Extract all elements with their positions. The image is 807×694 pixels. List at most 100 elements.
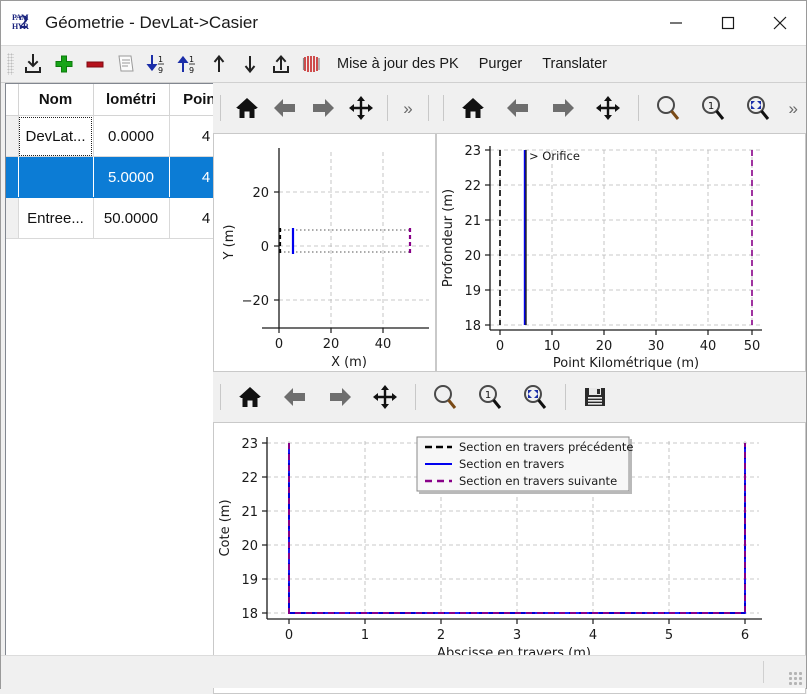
- row-header[interactable]: [6, 115, 19, 157]
- pan-move-icon[interactable]: [363, 375, 408, 419]
- toolbar-overflow-icon[interactable]: »: [403, 98, 413, 118]
- svg-text:18: 18: [241, 607, 258, 622]
- pamhyr2-logo-icon: PAM HYR 2: [12, 12, 29, 33]
- forward-arrow-icon[interactable]: [304, 86, 342, 130]
- cell-pk[interactable]: 5.0000: [93, 156, 170, 198]
- row-header[interactable]: [6, 156, 19, 198]
- top-plots-row: »: [212, 83, 806, 372]
- toolbar-overflow-icon[interactable]: »: [788, 98, 798, 118]
- cross-section-toolbar: 1: [212, 372, 806, 422]
- plan-view-toolbar: »: [212, 83, 436, 133]
- corner-header[interactable]: [6, 84, 19, 116]
- profile-ylabel: Profondeur (m): [441, 189, 456, 287]
- svg-text:30: 30: [647, 339, 664, 354]
- svg-text:1: 1: [158, 55, 163, 64]
- svg-text:18: 18: [464, 319, 481, 334]
- minimize-button[interactable]: [650, 1, 702, 45]
- column-header-nom[interactable]: Nom: [18, 84, 94, 116]
- cross-section-panel: 1: [212, 372, 806, 694]
- svg-text:19: 19: [241, 573, 258, 588]
- table-row[interactable]: 5.0000 4: [6, 156, 243, 198]
- cross-ylabel: Cote (m): [218, 499, 233, 556]
- zoom-search-icon[interactable]: [423, 375, 468, 419]
- legend-label-previous: Section en travers précédente: [459, 440, 633, 454]
- table-row[interactable]: Entree... 50.0000 4: [6, 197, 243, 239]
- svg-text:20: 20: [241, 539, 258, 554]
- edit-document-icon[interactable]: [110, 49, 141, 79]
- svg-text:20: 20: [322, 337, 339, 352]
- svg-text:22: 22: [241, 471, 258, 486]
- svg-text:50: 50: [743, 339, 760, 354]
- svg-text:9: 9: [158, 66, 163, 75]
- svg-text:40: 40: [374, 337, 391, 352]
- home-icon[interactable]: [227, 86, 265, 130]
- cross-section-plot[interactable]: 23 22 21 20 19 18 0 1 2 3 4 5 6 Abscisse…: [212, 422, 806, 694]
- back-arrow-icon[interactable]: [496, 86, 541, 130]
- svg-text:10: 10: [543, 339, 560, 354]
- zoom-one-icon[interactable]: 1: [691, 86, 736, 130]
- cell-pk[interactable]: 0.0000: [93, 115, 170, 157]
- sort-descending-icon[interactable]: 1 9: [141, 49, 172, 79]
- save-floppy-icon[interactable]: [573, 375, 618, 419]
- sections-table[interactable]: Nom lométri Points DevLat... 0.0000 4: [5, 83, 244, 661]
- toolbar-drag-handle[interactable]: [7, 53, 14, 75]
- svg-text:0: 0: [495, 339, 503, 354]
- update-pk-action[interactable]: Mise à jour des PK: [337, 56, 459, 72]
- sort-ascending-icon[interactable]: 1 9: [172, 49, 203, 79]
- status-bar: [1, 655, 806, 688]
- forward-arrow-icon[interactable]: [541, 86, 586, 130]
- cell-nom[interactable]: DevLat...: [18, 115, 94, 157]
- close-button[interactable]: [754, 1, 806, 45]
- cell-nom[interactable]: [18, 156, 94, 198]
- svg-text:23: 23: [464, 144, 481, 159]
- svg-text:1: 1: [189, 55, 194, 64]
- window-controls: [650, 1, 806, 45]
- home-icon[interactable]: [228, 375, 273, 419]
- pan-move-icon[interactable]: [586, 86, 631, 130]
- table-header-row: Nom lométri Points: [6, 84, 243, 116]
- sections-icon[interactable]: [296, 49, 327, 79]
- table-row[interactable]: DevLat... 0.0000 4: [6, 115, 243, 157]
- back-arrow-icon[interactable]: [273, 375, 318, 419]
- back-arrow-icon[interactable]: [266, 86, 304, 130]
- row-header[interactable]: [6, 197, 19, 239]
- move-down-icon[interactable]: [234, 49, 265, 79]
- main-toolbar: 1 9 1 9: [1, 45, 806, 83]
- forward-arrow-icon[interactable]: [318, 375, 363, 419]
- svg-text:20: 20: [252, 186, 269, 201]
- pan-move-icon[interactable]: [342, 86, 380, 130]
- plan-view-panel: »: [212, 83, 436, 372]
- svg-text:5: 5: [664, 628, 672, 643]
- export-icon[interactable]: [265, 49, 296, 79]
- window-title: Géometrie - DevLat->Casier: [45, 13, 259, 32]
- cell-nom[interactable]: Entree...: [18, 197, 94, 239]
- import-icon[interactable]: [17, 49, 48, 79]
- zoom-search-icon[interactable]: [646, 86, 691, 130]
- left-panel: Nom lométri Points DevLat... 0.0000 4: [1, 83, 244, 694]
- zoom-fit-icon[interactable]: [736, 86, 781, 130]
- move-up-icon[interactable]: [203, 49, 234, 79]
- purge-action[interactable]: Purger: [478, 56, 523, 72]
- home-icon[interactable]: [451, 86, 496, 130]
- translate-action[interactable]: Translater: [542, 56, 607, 72]
- profile-view-plot[interactable]: > Orifice 23 2: [435, 133, 806, 372]
- svg-text:21: 21: [241, 505, 258, 520]
- plan-view-plot[interactable]: 20 0 −20 0 20 40 X (m) Y (m): [212, 133, 436, 372]
- profile-view-panel: 1 »: [435, 83, 806, 372]
- svg-text:1: 1: [708, 101, 714, 112]
- column-header-pk[interactable]: lométri: [93, 84, 170, 116]
- zoom-one-icon[interactable]: 1: [468, 375, 513, 419]
- add-icon[interactable]: [48, 49, 79, 79]
- legend-label-current: Section en travers: [459, 457, 564, 471]
- zoom-fit-icon[interactable]: [513, 375, 558, 419]
- cell-pk[interactable]: 50.0000: [93, 197, 170, 239]
- delete-icon[interactable]: [79, 49, 110, 79]
- resize-grip[interactable]: [788, 671, 802, 685]
- svg-text:6: 6: [740, 628, 748, 643]
- svg-text:4: 4: [588, 628, 596, 643]
- svg-text:1: 1: [485, 390, 491, 401]
- legend-label-next: Section en travers suivante: [459, 474, 617, 488]
- svg-text:19: 19: [464, 284, 481, 299]
- svg-text:0: 0: [260, 240, 268, 255]
- maximize-button[interactable]: [702, 1, 754, 45]
